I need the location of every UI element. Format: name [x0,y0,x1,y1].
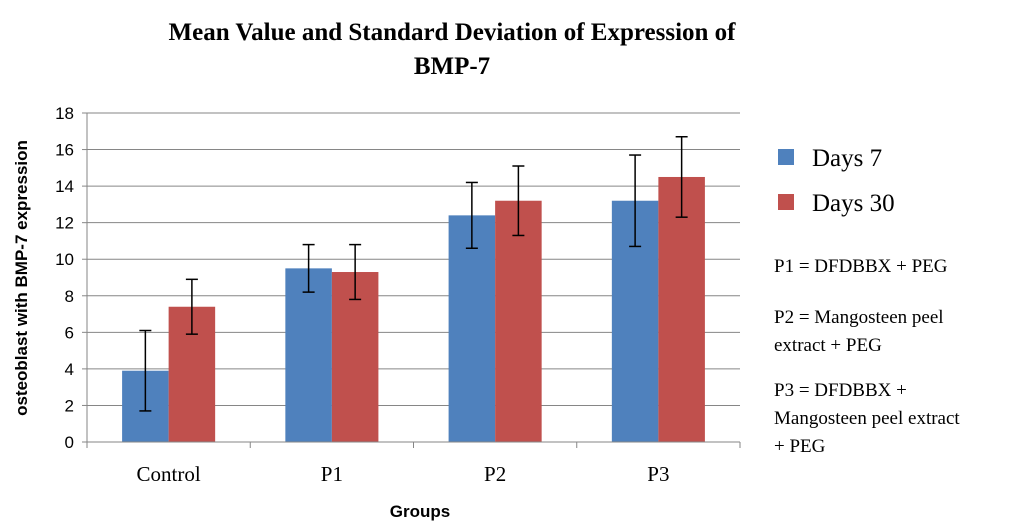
legend-swatch [778,149,794,165]
legend: Days 7 Days 30 [778,145,895,217]
y-tick-label: 8 [65,287,74,306]
y-axis-title: osteoblast with BMP-7 expression [12,140,31,416]
y-tick-label: 18 [55,104,74,123]
annotation-line: Mangosteen peel extract [774,408,960,429]
bar [448,215,496,442]
annotation-line: P1 = DFDBBX + PEG [774,256,948,277]
chart-title-line-2: BMP-7 [414,53,490,80]
group-definitions: P1 = DFDBBX + PEG P2 = Mangosteen peel ext… [774,256,960,457]
legend-label: Days 30 [812,190,895,217]
error-bars [139,136,688,412]
y-tick-label: 4 [65,360,74,379]
y-tick-label: 16 [55,141,74,160]
y-tick-labels: 0 2 4 6 8 10 12 14 16 18 [55,104,74,452]
y-tick-label: 10 [55,250,74,269]
bars [122,176,705,442]
y-tick-label: 12 [55,214,74,233]
annotation-line: P2 = Mangosteen peel [774,307,944,328]
bar [495,200,542,442]
y-tick-label: 2 [65,396,74,415]
x-category-label: P2 [484,462,506,486]
annotation-line: extract + PEG [774,335,882,356]
bar [331,272,379,442]
annotation-line: + PEG [774,436,826,457]
axes [82,112,741,448]
y-tick-label: 0 [65,433,74,452]
y-tick-label: 14 [55,177,74,196]
legend-swatch [778,194,794,210]
legend-label: Days 7 [812,145,882,172]
annotation-line: P3 = DFDBBX + [774,380,907,401]
y-tick-label: 6 [65,323,74,342]
chart-title-line-1: Mean Value and Standard Deviation of Exp… [169,19,737,46]
bar [658,176,705,442]
x-axis-title: Groups [390,502,450,521]
x-category-label: P3 [647,462,669,486]
x-category-labels: Control P1 P2 P3 [137,462,670,486]
chart-title: Mean Value and Standard Deviation of Exp… [169,19,737,80]
x-category-label: Control [137,462,201,486]
x-category-label: P1 [321,462,343,486]
bar [285,268,332,442]
